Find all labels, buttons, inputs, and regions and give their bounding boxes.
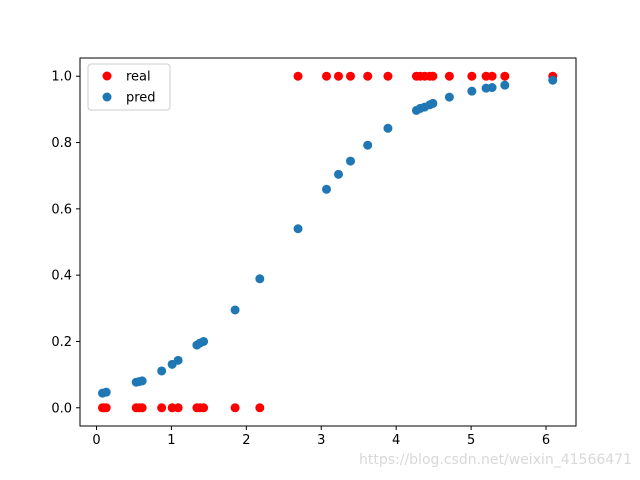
point-pred bbox=[173, 355, 183, 365]
point-pred bbox=[467, 86, 477, 96]
point-pred bbox=[137, 376, 147, 386]
point-pred bbox=[333, 169, 343, 179]
y-tick-label: 1.0 bbox=[51, 70, 72, 85]
x-tick-label: 5 bbox=[467, 433, 475, 448]
y-axis-ticks: 0.0 0.2 0.4 0.6 0.8 1.0 bbox=[51, 70, 80, 416]
point-pred bbox=[383, 123, 393, 133]
point-pred bbox=[428, 98, 438, 108]
point-pred bbox=[101, 387, 111, 397]
point-real bbox=[199, 403, 209, 413]
x-tick-label: 2 bbox=[242, 433, 250, 448]
point-real bbox=[137, 403, 147, 413]
y-tick-label: 0.4 bbox=[51, 269, 72, 284]
point-real bbox=[293, 71, 303, 81]
point-real bbox=[428, 71, 438, 81]
point-real bbox=[230, 403, 240, 413]
point-pred bbox=[230, 305, 240, 315]
legend-label-pred: pred bbox=[126, 91, 156, 106]
point-real bbox=[487, 71, 497, 81]
y-tick-label: 0.8 bbox=[51, 136, 72, 151]
point-pred bbox=[345, 156, 355, 166]
legend-marker-pred bbox=[102, 92, 112, 102]
point-real bbox=[444, 71, 454, 81]
point-real bbox=[255, 403, 265, 413]
x-tick-label: 4 bbox=[392, 433, 400, 448]
point-pred bbox=[500, 80, 510, 90]
point-real bbox=[467, 71, 477, 81]
y-tick-label: 0.6 bbox=[51, 202, 72, 217]
point-real bbox=[101, 403, 111, 413]
legend-marker-real bbox=[102, 71, 112, 81]
point-pred bbox=[157, 366, 167, 376]
point-pred bbox=[199, 336, 209, 346]
point-pred bbox=[255, 274, 265, 284]
legend-label-real: real bbox=[126, 70, 151, 85]
point-real bbox=[173, 403, 183, 413]
y-tick-label: 0.2 bbox=[51, 335, 72, 350]
x-tick-label: 6 bbox=[542, 433, 550, 448]
point-pred bbox=[322, 184, 332, 194]
x-tick-label: 3 bbox=[317, 433, 325, 448]
x-tick-label: 1 bbox=[167, 433, 175, 448]
point-real bbox=[363, 71, 373, 81]
point-real bbox=[500, 71, 510, 81]
legend: real pred bbox=[87, 63, 171, 111]
plot-frame bbox=[79, 57, 577, 427]
point-pred bbox=[444, 92, 454, 102]
data-points bbox=[97, 71, 558, 413]
point-real bbox=[157, 403, 167, 413]
point-real bbox=[333, 71, 343, 81]
watermark: https://blog.csdn.net/weixin_41566471 bbox=[358, 452, 632, 468]
point-pred bbox=[293, 224, 303, 234]
x-tick-label: 0 bbox=[92, 433, 100, 448]
point-pred bbox=[548, 75, 558, 85]
point-pred bbox=[487, 83, 497, 93]
point-real bbox=[345, 71, 355, 81]
point-real bbox=[383, 71, 393, 81]
y-tick-label: 0.0 bbox=[51, 401, 72, 416]
point-pred bbox=[363, 140, 373, 150]
x-axis-ticks: 0 1 2 3 4 5 6 bbox=[92, 426, 550, 448]
point-real bbox=[322, 71, 332, 81]
